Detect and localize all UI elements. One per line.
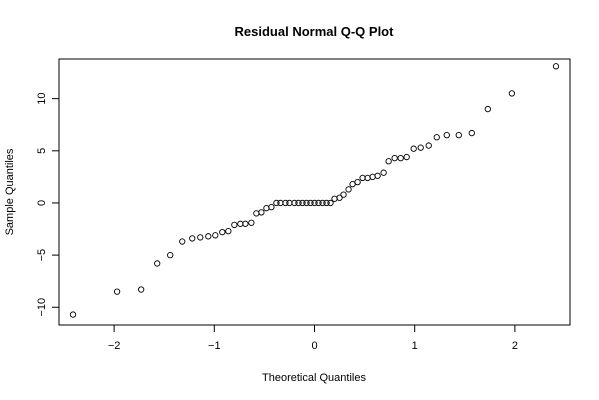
data-point xyxy=(410,145,417,152)
data-point xyxy=(258,209,265,216)
data-points xyxy=(69,63,560,318)
y-tick-label: 5 xyxy=(36,148,48,154)
data-point xyxy=(248,219,255,226)
data-point xyxy=(268,203,275,211)
data-point xyxy=(263,205,270,212)
data-point xyxy=(231,221,238,229)
data-point xyxy=(113,288,121,295)
y-tick-label: −10 xyxy=(36,298,48,317)
data-point xyxy=(455,131,462,139)
data-point xyxy=(433,134,440,141)
plot-frame xyxy=(58,58,571,326)
x-tick-label: −1 xyxy=(208,340,221,352)
data-point xyxy=(138,286,145,293)
data-point xyxy=(385,158,392,165)
data-point xyxy=(331,195,338,202)
data-point xyxy=(340,191,347,198)
data-point xyxy=(189,235,196,242)
x-tick-label: 0 xyxy=(311,340,317,352)
x-tick-label: −2 xyxy=(108,340,121,352)
y-tick-label: 10 xyxy=(36,93,48,105)
data-point xyxy=(273,199,280,207)
x-axis: −2 −1 0 1 2 xyxy=(108,325,518,352)
data-point xyxy=(219,229,226,236)
data-point xyxy=(69,311,77,318)
y-axis: −10 −5 0 5 10 xyxy=(36,93,59,317)
data-point xyxy=(552,63,560,70)
data-point xyxy=(253,210,260,217)
data-point xyxy=(397,154,404,162)
data-point xyxy=(307,199,314,207)
data-point xyxy=(336,194,343,201)
data-point xyxy=(167,251,174,259)
data-point xyxy=(242,220,249,227)
data-point xyxy=(291,199,298,207)
data-point xyxy=(225,227,232,235)
data-point xyxy=(212,232,219,239)
data-point xyxy=(319,199,326,207)
data-point xyxy=(508,90,516,97)
data-point xyxy=(345,186,352,193)
data-point xyxy=(303,199,310,207)
data-point xyxy=(468,129,475,137)
data-point xyxy=(197,234,204,241)
x-tick-label: 1 xyxy=(412,340,418,352)
data-point xyxy=(391,154,398,162)
data-point xyxy=(369,173,376,181)
data-point xyxy=(374,172,381,179)
data-point xyxy=(179,238,186,245)
y-tick-label: 0 xyxy=(36,200,48,206)
data-point xyxy=(327,199,334,207)
data-point xyxy=(425,142,432,149)
y-tick-label: −5 xyxy=(36,249,48,262)
data-point xyxy=(484,105,491,113)
data-point xyxy=(323,199,330,207)
data-point xyxy=(417,144,424,151)
x-tick-label: 2 xyxy=(512,340,518,352)
data-point xyxy=(205,233,212,240)
chart-title: Residual Normal Q-Q Plot xyxy=(235,24,395,39)
data-point xyxy=(380,169,387,176)
x-axis-label: Theoretical Quantiles xyxy=(262,372,366,384)
data-point xyxy=(443,131,450,139)
data-point xyxy=(295,199,302,207)
data-point xyxy=(311,199,318,207)
data-point xyxy=(299,199,306,207)
data-point xyxy=(282,199,289,207)
data-point xyxy=(315,199,322,207)
y-axis-label: Sample Quantiles xyxy=(4,148,16,235)
data-point xyxy=(154,260,161,267)
data-point xyxy=(403,153,410,161)
data-point xyxy=(354,178,361,186)
